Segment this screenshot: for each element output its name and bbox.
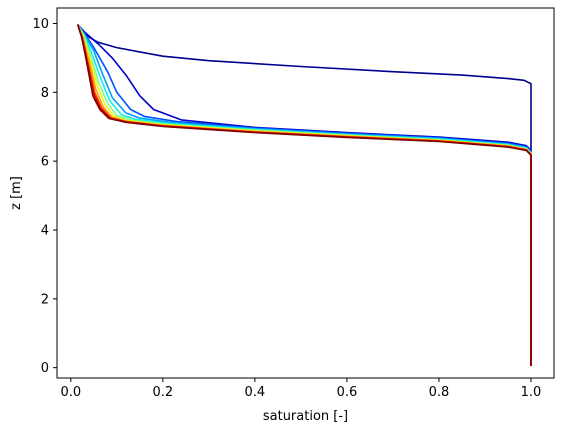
x-tick-label: 1.0 xyxy=(521,385,542,400)
x-tick-label: 0.6 xyxy=(337,385,358,400)
y-tick-label: 4 xyxy=(41,224,49,239)
y-tick-label: 6 xyxy=(41,155,49,170)
y-tick-label: 8 xyxy=(41,86,49,101)
axes-frame xyxy=(56,7,555,379)
y-tick-label: 0 xyxy=(41,361,49,376)
x-tick-label: 0.2 xyxy=(152,385,173,400)
y-axis-ticks: 0 2 4 6 8 10 xyxy=(32,17,57,376)
y-tick-label: 10 xyxy=(32,17,49,32)
x-tick-label: 0.4 xyxy=(245,385,266,400)
x-axis-ticks: 0.0 0.2 0.4 0.6 0.8 1.0 xyxy=(60,378,541,400)
series-layer xyxy=(76,23,532,366)
x-tick-label: 0.0 xyxy=(60,385,81,400)
y-axis-label: z [m] xyxy=(9,176,24,210)
x-tick-label: 0.8 xyxy=(429,385,450,400)
x-axis-label: saturation [-] xyxy=(263,409,348,424)
series-line-11 xyxy=(76,24,532,366)
y-tick-label: 2 xyxy=(41,292,49,307)
series-line-2 xyxy=(77,23,532,366)
